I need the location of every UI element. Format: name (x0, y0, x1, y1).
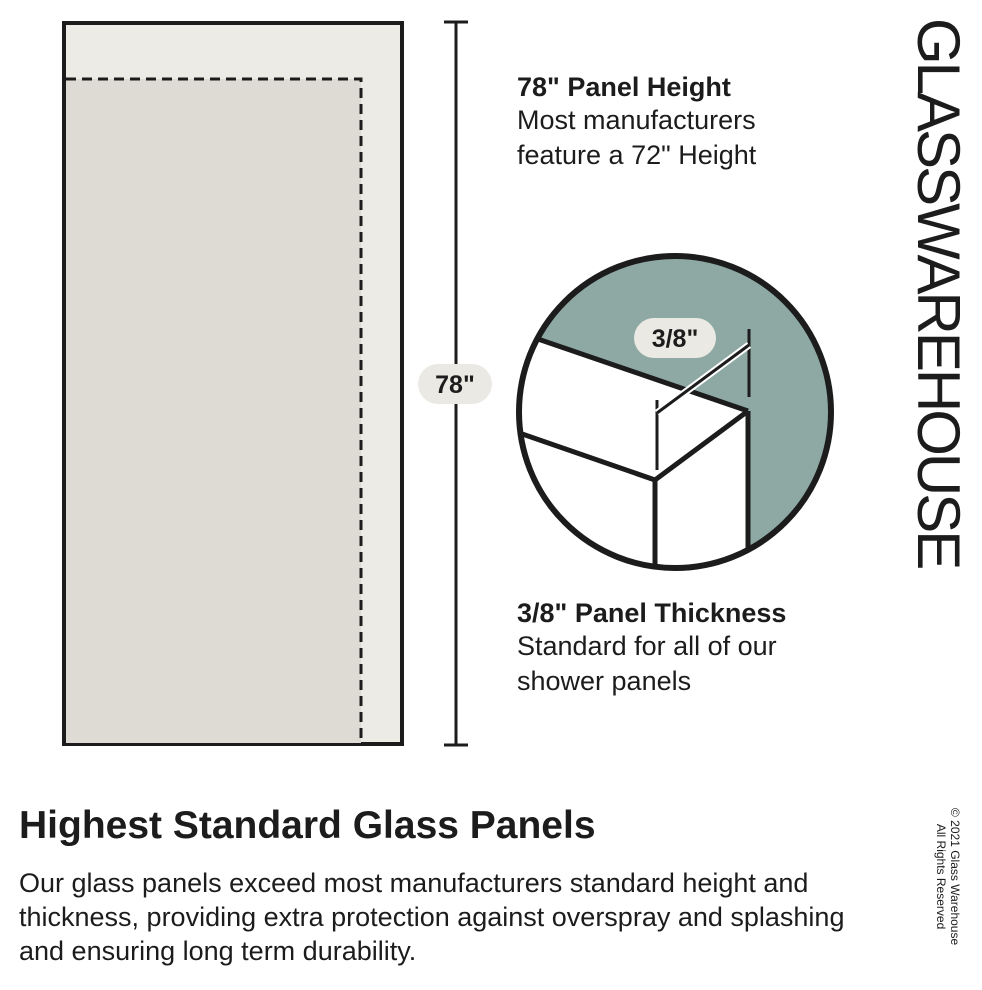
standard-height-dashed-outline (66, 77, 363, 743)
copyright-line-2: All Rights Reserved (934, 823, 948, 930)
copyright-line-1: © 2021 Glass Warehouse (948, 808, 962, 946)
panel-standard-height (66, 79, 361, 743)
description: Our glass panels exceed most manufacture… (19, 868, 845, 966)
thickness-label: 3/8" (652, 325, 699, 353)
thickness-callout-body: Standard for all of our shower panels (517, 631, 777, 696)
height-label: 78" (435, 371, 475, 399)
brand-logo: GLASSWAREHOUSE (905, 18, 972, 568)
height-pill (418, 364, 492, 404)
thickness-detail-circle (519, 256, 831, 568)
thickness-pill (634, 318, 716, 358)
thickness-callout-title: 3/8" Panel Thickness (517, 598, 787, 628)
height-callout-title: 78" Panel Height (517, 72, 731, 102)
thickness-dimension-line (654, 329, 752, 470)
heading: Highest Standard Glass Panels (19, 804, 596, 847)
height-callout-body: Most manufacturers feature a 72" Height (517, 105, 757, 170)
copyright: © 2021 Glass Warehouse All Rights Reserv… (934, 808, 962, 945)
